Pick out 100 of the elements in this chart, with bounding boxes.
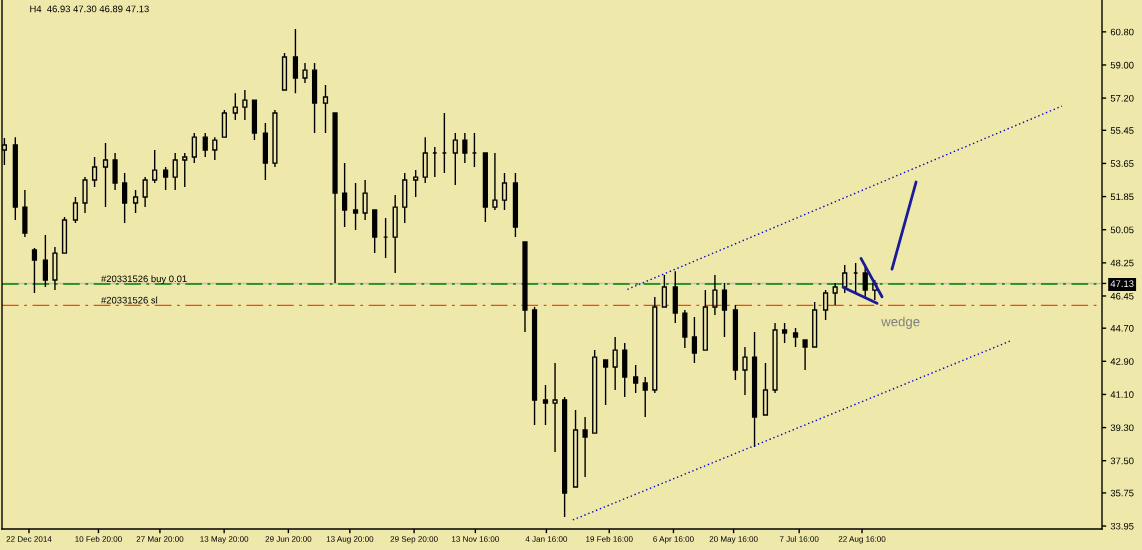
candlestick (262, 122, 268, 181)
y-tick-label: 33.95 (1110, 522, 1134, 530)
x-tick-label: 22 Aug 16:00 (838, 536, 886, 544)
candlestick (582, 416, 588, 478)
x-tick-label: 13 Nov 16:00 (452, 536, 499, 542)
candlestick (422, 136, 428, 184)
candlestick (251, 99, 258, 141)
y-tick-label: 50.05 (1110, 226, 1134, 234)
candlestick (592, 349, 598, 434)
candlestick (332, 112, 338, 284)
candlestick (281, 52, 288, 91)
candlestick (712, 274, 718, 316)
ref-line-label: #20331526 sl (101, 296, 158, 304)
candlestick (402, 172, 408, 224)
x-tick-label: 20 May 16:00 (709, 536, 758, 544)
candlestick (802, 339, 808, 371)
y-tick-label: 51.85 (1110, 193, 1134, 201)
candlestick (792, 327, 799, 348)
x-tick-label: 27 Mar 20:00 (136, 536, 184, 542)
candlestick (482, 152, 488, 223)
candlestick (383, 217, 389, 259)
candlestick (672, 270, 678, 324)
candlestick (12, 136, 18, 221)
candlestick (42, 234, 48, 288)
candlestick (633, 364, 639, 394)
y-tick-label: 37.50 (1110, 457, 1134, 465)
y-tick-label: 60.80 (1110, 28, 1134, 36)
x-tick-label: 13 Aug 20:00 (326, 536, 374, 544)
candlestick (492, 152, 498, 211)
candlestick (413, 169, 419, 198)
x-tick-label: 29 Sep 20:00 (390, 536, 438, 544)
x-tick-label: 4 Jan 16:00 (525, 536, 568, 542)
candlestick (822, 289, 829, 321)
candlestick (292, 28, 299, 94)
candlestick (751, 331, 758, 448)
candlestick (853, 262, 859, 294)
candlestick (691, 316, 698, 364)
candlestick (552, 362, 558, 453)
candlestick (372, 209, 378, 254)
x-tick-label: 22 Dec 2014 (6, 536, 52, 542)
x-tick-label: 29 Jun 20:00 (265, 536, 312, 542)
candlestick (781, 322, 788, 344)
y-tick-label: 39.30 (1110, 424, 1134, 432)
ref-line-label: #20331526 buy 0.01 (101, 275, 187, 285)
candlestick (302, 62, 308, 84)
candlestick (742, 346, 748, 396)
candlestick (322, 84, 329, 134)
candlestick (112, 152, 118, 191)
candlestick (72, 196, 79, 224)
candlestick (612, 336, 618, 391)
candlestick (572, 409, 579, 488)
candlestick (441, 112, 447, 174)
chart-title: H4 46.93 47.30 46.89 47.13 (30, 5, 149, 13)
candlestick (142, 176, 148, 208)
candlestick (501, 172, 508, 211)
candlestick (542, 384, 549, 426)
y-tick-label: 57.20 (1110, 94, 1134, 102)
y-tick-label: 59.00 (1110, 61, 1134, 69)
candlestick (702, 289, 708, 351)
candlestick (432, 146, 438, 178)
y-tick-label: 42.90 (1110, 358, 1134, 365)
candlestick (212, 136, 218, 161)
candlestick (352, 182, 359, 231)
candlestick (362, 179, 368, 221)
candlestick (812, 301, 818, 348)
candlestick (531, 306, 538, 426)
candlestick (512, 172, 519, 238)
candlestick (342, 162, 348, 228)
candlestick (661, 274, 667, 308)
y-tick-label: 41.10 (1110, 391, 1134, 398)
candlestick (832, 282, 838, 306)
candlestick (311, 62, 318, 134)
y-tick-label: 35.75 (1110, 489, 1134, 497)
candlestick (61, 216, 68, 254)
candlestick (122, 172, 128, 224)
candlestick (221, 109, 227, 138)
x-tick-label: 6 Apr 16:00 (653, 536, 694, 544)
candlestick (721, 282, 728, 338)
candlestick (652, 296, 658, 394)
candlestick (132, 189, 139, 214)
candlestick (102, 142, 109, 208)
candlestick (772, 322, 778, 394)
candlestick (471, 132, 478, 168)
candlestick (392, 194, 398, 274)
candlestick (562, 396, 568, 518)
candlestick (52, 246, 58, 291)
x-tick-label: 7 Jul 16:00 (779, 535, 819, 542)
candlestick (191, 132, 197, 164)
candlestick (152, 149, 158, 184)
candlestick (31, 247, 38, 294)
x-tick-label: 10 Feb 20:00 (75, 535, 122, 542)
candlestick (642, 376, 648, 418)
y-tick-label: 47.13 (1110, 280, 1134, 287)
candlestick (762, 362, 769, 416)
candlestick (682, 309, 688, 349)
x-tick-label: 19 Feb 16:00 (586, 535, 633, 542)
candlestick (22, 189, 28, 238)
candlestick (182, 152, 188, 188)
candlestick (452, 132, 458, 186)
candlestick (522, 241, 528, 333)
